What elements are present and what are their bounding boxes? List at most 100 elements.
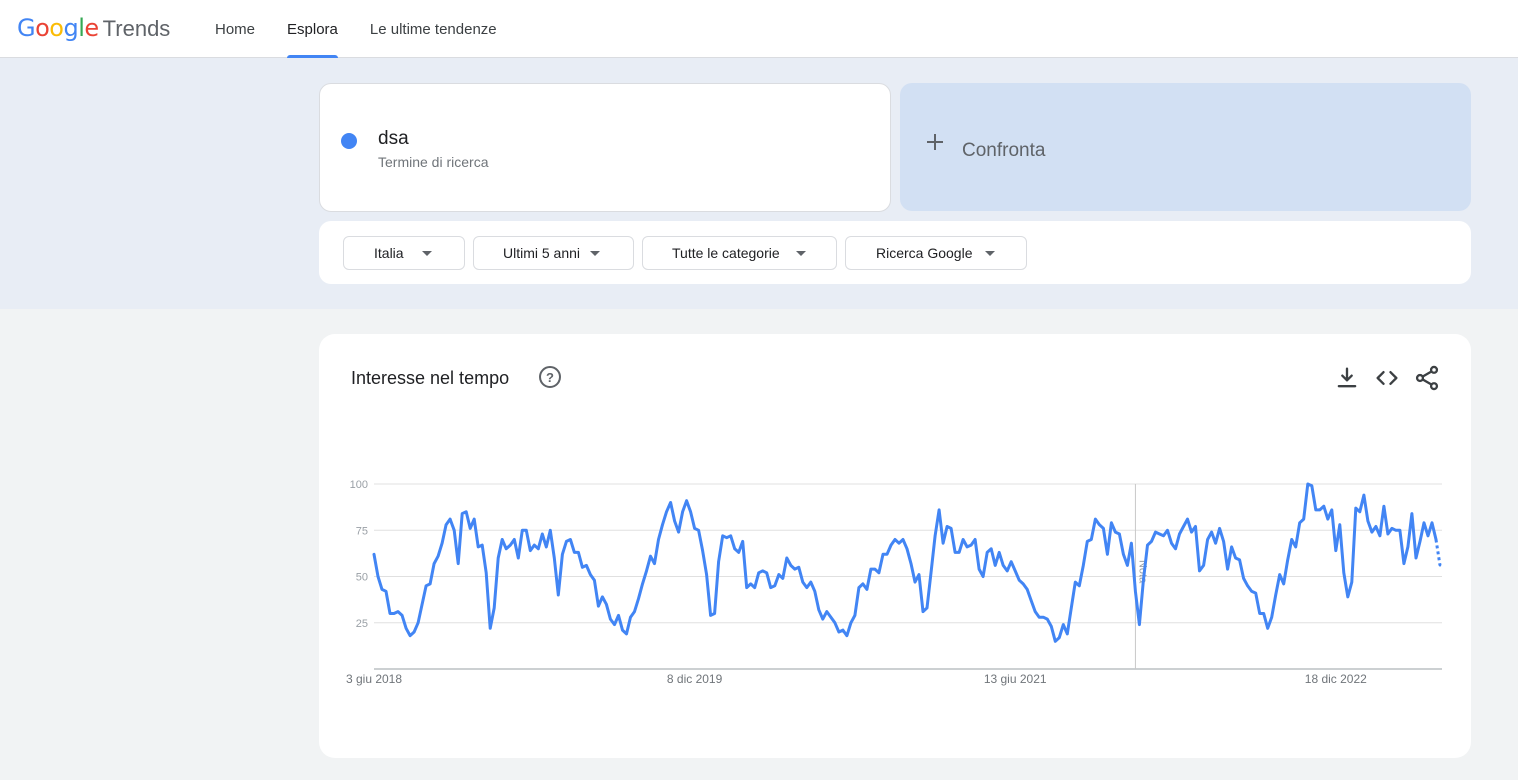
data-point <box>473 517 476 521</box>
data-point <box>428 582 432 586</box>
data-point <box>553 556 556 560</box>
share-icon[interactable] <box>1413 364 1441 392</box>
data-point <box>1374 525 1378 528</box>
data-point <box>1314 508 1317 512</box>
period-select[interactable]: Ultimi 5 anni <box>473 236 634 270</box>
data-point <box>1154 530 1157 534</box>
data-point <box>1282 582 1285 586</box>
data-point <box>1090 538 1093 541</box>
data-point <box>509 543 512 547</box>
embed-icon[interactable] <box>1373 364 1401 392</box>
data-point <box>1082 564 1085 567</box>
data-point <box>761 569 764 573</box>
data-point <box>777 573 780 576</box>
search-term-type: Termine di ricerca <box>378 154 489 170</box>
data-point <box>400 614 404 617</box>
data-point <box>1242 577 1245 580</box>
dropdown-caret-icon <box>795 250 806 256</box>
data-point <box>625 632 628 636</box>
data-point <box>998 551 1001 554</box>
data-point <box>408 634 412 637</box>
data-point <box>1046 617 1049 621</box>
data-point <box>881 553 885 556</box>
data-point <box>865 588 869 591</box>
chart-title: Interesse nel tempo <box>351 368 510 388</box>
data-point <box>597 604 600 608</box>
data-point <box>601 595 604 599</box>
data-point <box>1070 606 1073 610</box>
data-point <box>657 538 660 541</box>
data-point <box>1162 534 1165 537</box>
data-point <box>1266 627 1269 630</box>
data-point <box>1338 523 1341 526</box>
y-tick-label: 25 <box>356 618 368 630</box>
data-point <box>653 562 656 565</box>
interest-over-time-card: Interesse nel tempo ? 25 50 75 100 3 giu 201… <box>319 334 1471 758</box>
data-point <box>380 588 384 591</box>
google-trends-logo[interactable]: Google Trends <box>17 14 170 44</box>
search-term-card[interactable]: dsa Termine di ricerca <box>319 83 891 212</box>
data-point <box>1078 584 1081 587</box>
data-point <box>685 499 688 502</box>
data-point <box>893 538 897 541</box>
interest-line-chart[interactable]: 25 50 75 100 3 giu 2018 8 dic 2019 13 giu 2021… <box>319 334 1471 758</box>
data-point <box>809 580 812 584</box>
data-point <box>1290 538 1293 541</box>
data-point <box>1210 530 1213 534</box>
data-point <box>529 549 532 552</box>
data-point <box>513 538 516 541</box>
search-term-name[interactable]: dsa <box>378 128 409 149</box>
data-point <box>977 567 981 571</box>
data-point <box>477 545 480 549</box>
data-point <box>885 553 889 556</box>
data-point <box>1382 505 1386 508</box>
data-point <box>990 547 993 550</box>
data-point <box>573 551 576 554</box>
data-point <box>440 542 444 545</box>
data-point <box>1002 564 1005 567</box>
data-point <box>1050 625 1053 628</box>
data-point <box>825 610 828 613</box>
data-point <box>1134 590 1137 593</box>
data-point <box>432 562 436 565</box>
nav-le-ultime-tendenze[interactable]: Le ultime tendenze <box>369 20 497 38</box>
download-icon[interactable] <box>1333 364 1361 392</box>
data-point <box>941 542 945 545</box>
data-point <box>737 551 740 554</box>
data-point <box>569 538 572 541</box>
nav-esplora[interactable]: Esplora <box>271 0 354 58</box>
data-point <box>933 534 937 537</box>
top-app-bar: Google Trends Home Esplora Le ultime ten… <box>0 0 1518 58</box>
data-point <box>1054 640 1057 643</box>
source-select[interactable]: Ricerca Google <box>845 236 1027 270</box>
region-select[interactable]: Italia <box>343 236 465 270</box>
data-point <box>545 545 548 549</box>
compare-button[interactable]: Confronta <box>900 83 1471 211</box>
data-point <box>1190 530 1193 534</box>
nav-home[interactable]: Home <box>215 20 256 38</box>
data-point <box>1294 545 1297 549</box>
data-point <box>833 621 837 624</box>
category-select-value: Tutte le categorie <box>672 245 780 261</box>
data-point <box>649 555 652 558</box>
category-select[interactable]: Tutte le categorie <box>642 236 837 270</box>
data-point <box>917 573 921 576</box>
data-point <box>1362 493 1366 497</box>
x-tick-label: 8 dic 2019 <box>667 672 723 686</box>
data-point <box>913 580 917 584</box>
data-point <box>965 545 969 549</box>
data-point <box>1018 579 1021 582</box>
data-point <box>1158 532 1161 536</box>
data-point <box>857 586 861 589</box>
data-point <box>505 547 508 550</box>
data-point <box>461 512 464 515</box>
data-point <box>897 542 901 545</box>
data-point <box>1094 517 1097 521</box>
data-point <box>813 590 816 593</box>
data-point <box>1298 521 1301 524</box>
compare-label: Confronta <box>962 140 1046 161</box>
data-point <box>689 510 692 513</box>
data-point <box>1422 521 1426 524</box>
data-point <box>1026 588 1029 591</box>
help-icon[interactable]: ? <box>539 366 561 388</box>
